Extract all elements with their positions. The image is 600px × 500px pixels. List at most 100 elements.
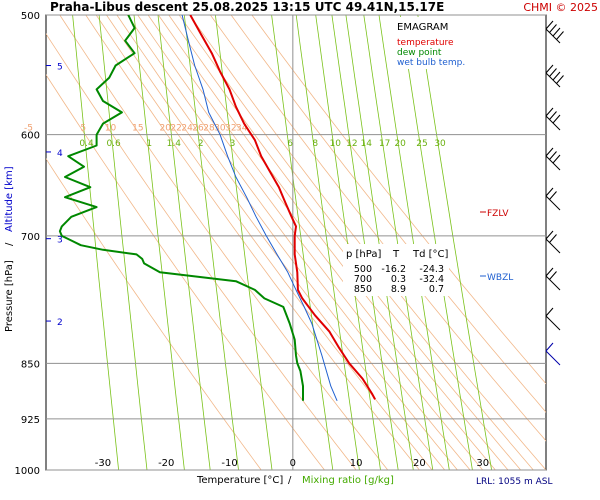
legend: EMAGRAM temperature dew point wet bulb t… [392,17,488,69]
wind-barb-feather [545,230,554,240]
dry-adiabat-line [46,33,357,470]
dry-adiabat-label: 30 [214,124,226,134]
legend-box [392,17,488,69]
axis-labels: -30 -20 -10 0 10 20 30 500 600 700 850 925 1000 [15,11,490,477]
table-cell: -24.3 [419,264,444,275]
wind-barb [545,315,561,331]
x-tick-label: 20 [413,458,426,469]
table-cell: -16.2 [381,264,406,275]
table-cell: -32.4 [419,274,444,285]
mixing-ratio-line [271,15,334,470]
wind-barb-feather [545,20,554,30]
legend-wet-bulb: wet bulb temp. [397,58,465,68]
mixing-ratio-label: 25 [416,139,427,149]
wind-barb [545,238,561,254]
wind-barb-feather [545,307,554,317]
dry-adiabat-labels: -5 5 10 15 20 22 24 26 28 30 32 34 [24,124,248,134]
wind-barb-feather [552,154,561,164]
wbzl-label: WBZL [487,273,513,283]
dry-adiabat-line [147,15,496,470]
y-tick-label: 850 [21,359,40,370]
wind-barbs [545,20,564,366]
wind-barb-feather [556,31,564,40]
mixing-ratio-label: 1 [146,139,152,149]
dry-adiabat-line [95,15,433,470]
mixing-ratio-line [417,15,492,470]
copyright-text: CHMI © 2025 [523,1,598,14]
mixing-ratio-label: 0.4 [79,139,94,149]
temperature-line [189,15,376,400]
wind-barb-feather [556,75,564,84]
mixing-ratio-label: 20 [394,139,406,149]
x-tick-label: -10 [221,458,237,469]
mixing-ratio-label: 6 [287,139,293,149]
fzlv-label: FZLV [487,209,509,219]
table-box [343,244,449,296]
mixing-ratio-line [295,15,360,470]
mixing-ratio-label: 10 [330,139,342,149]
wind-barb [545,195,561,211]
y-tick-label: 700 [21,232,40,243]
dry-adiabat-label: 26 [192,124,204,134]
mixing-ratio-labels: 0.4 0.6 1 1.4 2 3 6 8 10 12 14 17 20 25 30 [79,139,446,149]
wind-barb-feather [545,342,554,352]
legend-title: EMAGRAM [397,22,448,33]
altitude-tick-label: 5 [57,63,63,73]
y-axis-title-separator: / [4,242,15,246]
table-cell: 700 [354,274,372,285]
wind-barb-feather [545,107,554,117]
wind-barb-feather [549,271,557,280]
mixing-ratio-line [183,15,239,470]
wind-barb-feather [549,24,557,33]
wind-barb [545,350,561,366]
wind-barb-feather [549,191,557,200]
lrl-label: LRL: 1055 m ASL [476,477,552,487]
wind-barb-feather [549,151,557,160]
dry-adiabat-line [59,15,389,470]
wbzl-marker: WBZL [480,273,513,283]
mixing-ratio-line [215,15,273,470]
y-tick-label: 500 [21,11,40,22]
x-axis-title-temperature: Temperature [°C] [196,475,283,486]
table-cell: 0.3 [391,274,406,285]
table-header-t: T [392,249,400,260]
dry-adiabat-label: 24 [181,124,193,134]
x-tick-label: -20 [158,458,174,469]
mixing-ratio-line [98,15,148,470]
dry-adiabat-line [85,15,420,470]
dry-adiabat-label: -5 [24,124,33,134]
legend-dew-point: dew point [397,48,442,58]
table-header-td: Td [°C] [412,249,449,260]
x-tick-label: 30 [476,458,489,469]
mixing-ratio-label: 1.4 [167,139,182,149]
sounding-table: p [hPa] T Td [°C] 500 -16.2 -24.3 700 0.… [343,244,449,296]
wind-barb-feather [552,114,561,124]
dry-adiabat-line [46,74,325,470]
x-tick-label: 0 [290,458,296,469]
x-axis-title-separator: / [288,475,292,486]
table-cell: 500 [354,264,372,275]
chart-title: Praha-Libus descent 25.08.2025 13:15 UTC… [50,0,444,14]
wind-barb-feather [545,267,554,277]
mixing-ratio-label: 3 [230,139,236,149]
altitude-tick-label: 2 [57,318,63,328]
wind-barb-feather [552,71,561,81]
dry-adiabat-label: 20 [159,124,171,134]
wind-barb-feather [552,27,561,37]
dry-adiabat-label: 22 [170,124,181,134]
y-tick-label: 925 [21,415,40,426]
wet-bulb-temp-line [181,15,338,401]
y-tick-label: 600 [21,131,40,142]
mixing-ratio-line [72,15,119,470]
mixing-ratio-label: 12 [346,139,357,149]
x-tick-label: -30 [95,458,111,469]
y-tick-label: 1000 [15,466,40,477]
table-cell: 8.9 [391,284,406,295]
dry-adiabat-label: 5 [80,124,86,134]
dry-adiabat-line [116,15,458,470]
dry-adiabat-label: 15 [132,124,143,134]
wind-barb-feather [549,68,557,77]
dry-adiabat-line [137,15,484,470]
dew-point-line [58,15,304,401]
